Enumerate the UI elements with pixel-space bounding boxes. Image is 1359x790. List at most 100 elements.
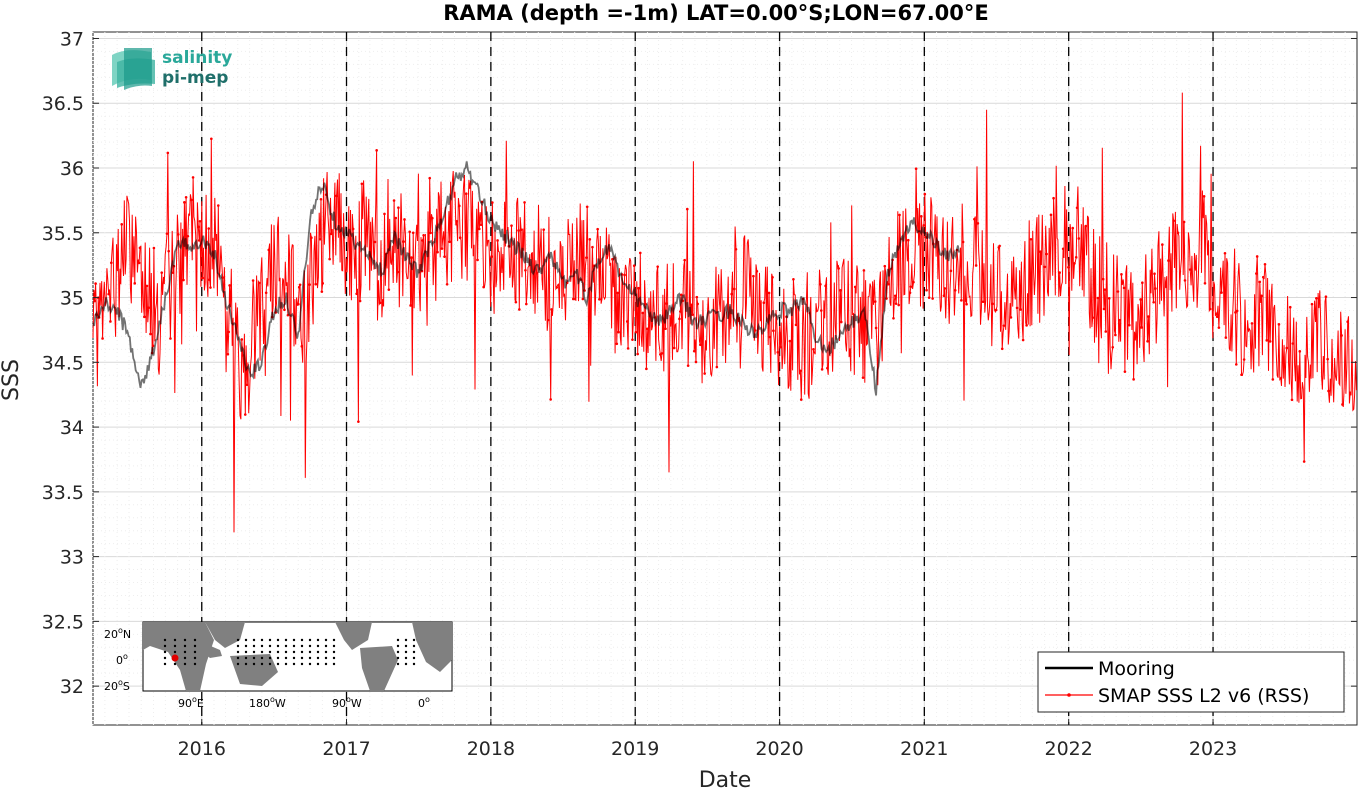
smap-point — [1146, 339, 1149, 343]
smap-point — [243, 413, 247, 416]
smap-point — [686, 364, 690, 367]
smap-point — [660, 351, 664, 355]
smap-point — [665, 302, 668, 305]
buoy-dot — [300, 644, 304, 648]
smap-point — [1019, 308, 1022, 311]
buoy-dot — [332, 662, 336, 666]
logo-text-pi-mep: pi-mep — [162, 68, 228, 88]
smap-point — [1074, 255, 1078, 259]
buoy-dot — [332, 650, 336, 654]
smap-point — [523, 201, 526, 204]
smap-point — [550, 308, 553, 311]
smap-point — [1120, 273, 1123, 276]
smap-point — [571, 297, 575, 301]
buoy-dot — [163, 662, 167, 666]
buoy-dot — [260, 644, 264, 648]
smap-point — [321, 282, 325, 285]
smap-point — [1102, 307, 1106, 311]
smap-point — [1009, 316, 1013, 319]
buoy-dot — [324, 644, 328, 648]
smap-point — [953, 288, 957, 292]
buoy-dot — [268, 650, 272, 654]
buoy-dot — [324, 650, 328, 654]
x-tick-label: 2016 — [178, 738, 226, 760]
buoy-dot — [173, 644, 177, 648]
smap-point — [549, 398, 552, 401]
smap-point — [1107, 297, 1111, 300]
buoy-dot — [236, 656, 240, 660]
smap-point — [201, 276, 204, 280]
smap-point — [1116, 290, 1120, 293]
smap-point — [1091, 316, 1095, 319]
buoy-dot — [260, 650, 264, 654]
smap-point — [694, 360, 698, 364]
smap-point — [1215, 315, 1219, 318]
smap-point — [440, 247, 444, 250]
smap-point — [207, 227, 211, 230]
buoy-dot — [268, 638, 272, 642]
smap-point — [1223, 251, 1227, 255]
smap-point — [839, 320, 843, 324]
smap-point — [145, 284, 149, 288]
smap-point — [476, 258, 479, 262]
smap-point — [892, 316, 895, 320]
smap-point — [886, 282, 890, 286]
smap-point — [358, 299, 362, 303]
smap-point — [755, 270, 759, 273]
smap-point — [1061, 247, 1065, 251]
smap-point — [464, 192, 468, 196]
smap-point — [588, 238, 592, 241]
smap-point — [101, 337, 104, 340]
smap-point — [1147, 315, 1150, 318]
smap-point — [436, 250, 439, 254]
smap-point — [490, 255, 493, 258]
buoy-dot — [236, 644, 240, 648]
smap-point — [1058, 271, 1061, 274]
buoy-dot — [183, 644, 187, 648]
x-tick-label: 2019 — [611, 738, 659, 760]
buoy-dot — [404, 644, 408, 648]
y-axis-ticks: 32 32.5 33 33.5 34 34.5 35 35.5 36 36.5 37 — [42, 28, 1357, 698]
smap-point — [373, 240, 377, 244]
smap-point — [617, 330, 620, 334]
smap-point — [908, 291, 912, 295]
y-tick-label: 37 — [60, 28, 84, 50]
smap-point — [874, 326, 878, 330]
buoy-dot — [316, 662, 320, 666]
smap-point — [1341, 403, 1344, 406]
smap-point — [1039, 250, 1042, 253]
mooring-location-marker — [171, 654, 179, 662]
smap-point — [1327, 389, 1330, 393]
smap-point — [1258, 280, 1262, 284]
smap-point — [1141, 281, 1144, 285]
x-tick-label: 2018 — [467, 738, 515, 760]
smap-point — [1123, 370, 1127, 373]
smap-point — [183, 201, 186, 204]
smap-point — [1288, 305, 1292, 309]
smap-point — [1071, 226, 1075, 230]
map-ylabel-20s: 20oS — [104, 678, 130, 693]
smap-point — [1217, 326, 1221, 329]
smap-point — [1153, 272, 1156, 276]
buoy-dot — [300, 656, 304, 660]
smap-point — [1268, 340, 1272, 343]
smap-point — [1176, 231, 1180, 235]
smap-point — [1002, 324, 1006, 327]
smap-point — [182, 278, 185, 282]
smap-point — [422, 233, 425, 237]
smap-point — [678, 317, 681, 321]
smap-point — [1326, 357, 1329, 361]
smap-point — [208, 278, 211, 282]
smap-point — [1114, 333, 1117, 337]
smap-point — [893, 294, 897, 298]
legend-label-smap: SMAP SSS L2 v6 (RSS) — [1098, 685, 1309, 707]
inset-map: 20oN 0o 20oS 90oE 180oW 90oW 0o — [104, 621, 453, 710]
buoy-dot — [396, 650, 400, 654]
smap-point — [198, 219, 202, 223]
smap-point — [443, 255, 446, 258]
buoy-dot — [308, 650, 312, 654]
smap-point — [410, 256, 413, 259]
smap-point — [257, 281, 261, 285]
smap-point — [752, 274, 755, 278]
y-tick-label: 34 — [60, 417, 84, 439]
